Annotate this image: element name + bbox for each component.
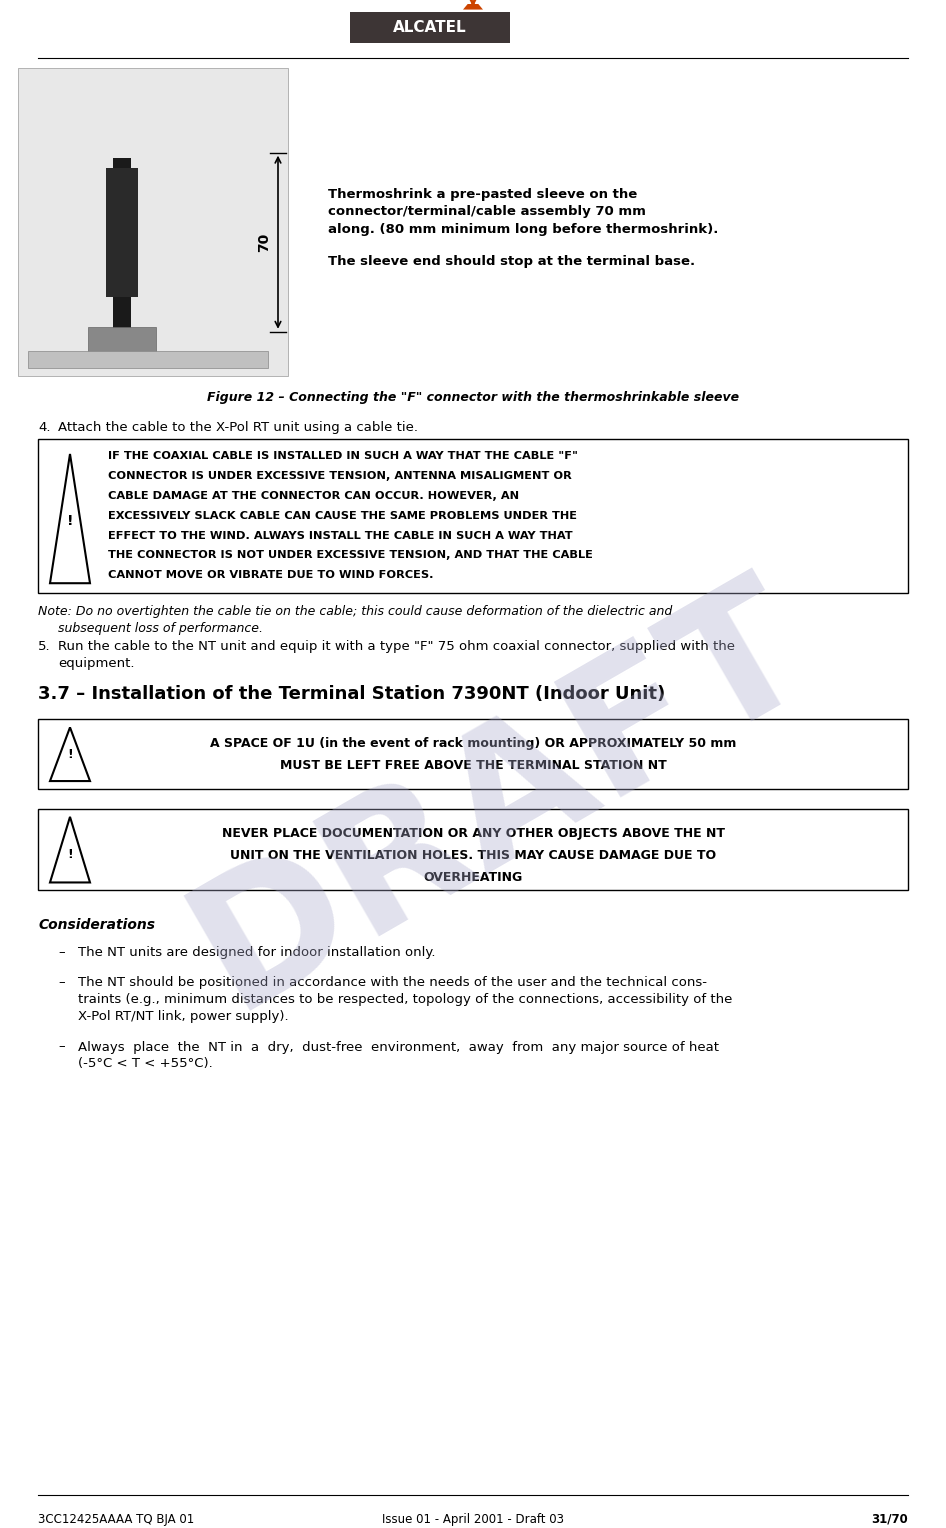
Text: NEVER PLACE DOCUMENTATION OR ANY OTHER OBJECTS ABOVE THE NT: NEVER PLACE DOCUMENTATION OR ANY OTHER O… bbox=[221, 827, 725, 840]
Text: along. (80 mm minimum long before thermoshrink).: along. (80 mm minimum long before thermo… bbox=[328, 223, 718, 237]
Text: (-5°C < T < +55°C).: (-5°C < T < +55°C). bbox=[78, 1057, 213, 1071]
Text: UNIT ON THE VENTILATION HOLES. THIS MAY CAUSE DAMAGE DUE TO: UNIT ON THE VENTILATION HOLES. THIS MAY … bbox=[230, 848, 716, 862]
Text: The sleeve end should stop at the terminal base.: The sleeve end should stop at the termin… bbox=[328, 255, 695, 267]
Text: ALCATEL: ALCATEL bbox=[394, 20, 466, 35]
Text: connector/terminal/cable assembly 70 mm: connector/terminal/cable assembly 70 mm bbox=[328, 205, 646, 219]
Text: –: – bbox=[58, 946, 64, 960]
Text: 3CC12425AAAA TQ BJA 01: 3CC12425AAAA TQ BJA 01 bbox=[38, 1513, 194, 1526]
Text: DRAFT: DRAFT bbox=[164, 555, 836, 1044]
Text: Figure 12 – Connecting the "F" connector with the thermoshrinkable sleeve: Figure 12 – Connecting the "F" connector… bbox=[207, 391, 739, 405]
Text: MUST BE LEFT FREE ABOVE THE TERMINAL STATION NT: MUST BE LEFT FREE ABOVE THE TERMINAL STA… bbox=[280, 759, 666, 772]
Polygon shape bbox=[50, 454, 90, 584]
Text: The NT should be positioned in accordance with the needs of the user and the tec: The NT should be positioned in accordanc… bbox=[78, 976, 707, 989]
Text: !: ! bbox=[67, 848, 73, 862]
Polygon shape bbox=[463, 0, 483, 9]
Bar bbox=[113, 157, 131, 356]
Text: 5.: 5. bbox=[38, 640, 51, 652]
Text: CANNOT MOVE OR VIBRATE DUE TO WIND FORCES.: CANNOT MOVE OR VIBRATE DUE TO WIND FORCE… bbox=[108, 570, 433, 581]
Text: Always  place  the  NT in  a  dry,  dust-free  environment,  away  from  any maj: Always place the NT in a dry, dust-free … bbox=[78, 1041, 719, 1053]
Text: EFFECT TO THE WIND. ALWAYS INSTALL THE CABLE IN SUCH A WAY THAT: EFFECT TO THE WIND. ALWAYS INSTALL THE C… bbox=[108, 530, 572, 541]
Polygon shape bbox=[50, 727, 90, 781]
Bar bbox=[18, 69, 288, 376]
Text: IF THE COAXIAL CABLE IS INSTALLED IN SUCH A WAY THAT THE CABLE "F": IF THE COAXIAL CABLE IS INSTALLED IN SUC… bbox=[108, 451, 578, 461]
Text: X-Pol RT/NT link, power supply).: X-Pol RT/NT link, power supply). bbox=[78, 1010, 289, 1022]
Text: 4.: 4. bbox=[38, 422, 50, 434]
Text: !: ! bbox=[67, 747, 73, 761]
Text: Considerations: Considerations bbox=[38, 918, 155, 932]
Text: Issue 01 - April 2001 - Draft 03: Issue 01 - April 2001 - Draft 03 bbox=[382, 1513, 564, 1526]
Text: OVERHEATING: OVERHEATING bbox=[424, 871, 522, 883]
Text: !: ! bbox=[67, 513, 73, 529]
Bar bbox=[38, 720, 908, 788]
Text: –: – bbox=[58, 976, 64, 989]
Text: 3.7 – Installation of the Terminal Station 7390NT (Indoor Unit): 3.7 – Installation of the Terminal Stati… bbox=[38, 685, 665, 703]
Text: traints (e.g., minimum distances to be respected, topology of the connections, a: traints (e.g., minimum distances to be r… bbox=[78, 993, 732, 1005]
Bar bbox=[38, 808, 908, 891]
Text: –: – bbox=[58, 1041, 64, 1053]
Text: The NT units are designed for indoor installation only.: The NT units are designed for indoor ins… bbox=[78, 946, 435, 960]
Text: CABLE DAMAGE AT THE CONNECTOR CAN OCCUR. HOWEVER, AN: CABLE DAMAGE AT THE CONNECTOR CAN OCCUR.… bbox=[108, 490, 519, 501]
Text: Run the cable to the NT unit and equip it with a type "F" 75 ohm coaxial connect: Run the cable to the NT unit and equip i… bbox=[58, 640, 735, 652]
Polygon shape bbox=[50, 817, 90, 883]
Bar bbox=[28, 350, 268, 368]
Text: A SPACE OF 1U (in the event of rack mounting) OR APPROXIMATELY 50 mm: A SPACE OF 1U (in the event of rack moun… bbox=[210, 738, 736, 750]
Bar bbox=[38, 439, 908, 593]
Text: subsequent loss of performance.: subsequent loss of performance. bbox=[58, 622, 263, 636]
Text: THE CONNECTOR IS NOT UNDER EXCESSIVE TENSION, AND THAT THE CABLE: THE CONNECTOR IS NOT UNDER EXCESSIVE TEN… bbox=[108, 550, 593, 561]
Text: equipment.: equipment. bbox=[58, 657, 134, 669]
Text: Attach the cable to the X-Pol RT unit using a cable tie.: Attach the cable to the X-Pol RT unit us… bbox=[58, 422, 418, 434]
Text: EXCESSIVELY SLACK CABLE CAN CAUSE THE SAME PROBLEMS UNDER THE: EXCESSIVELY SLACK CABLE CAN CAUSE THE SA… bbox=[108, 510, 577, 521]
Bar bbox=[88, 327, 156, 356]
Text: Thermoshrink a pre-pasted sleeve on the: Thermoshrink a pre-pasted sleeve on the bbox=[328, 188, 638, 200]
Bar bbox=[350, 12, 510, 43]
Text: CONNECTOR IS UNDER EXCESSIVE TENSION, ANTENNA MISALIGMENT OR: CONNECTOR IS UNDER EXCESSIVE TENSION, AN… bbox=[108, 471, 571, 481]
Bar bbox=[106, 168, 138, 296]
Text: 31/70: 31/70 bbox=[871, 1513, 908, 1526]
Text: Note: Do no overtighten the cable tie on the cable; this could cause deformation: Note: Do no overtighten the cable tie on… bbox=[38, 605, 673, 619]
Text: 70: 70 bbox=[257, 232, 271, 252]
